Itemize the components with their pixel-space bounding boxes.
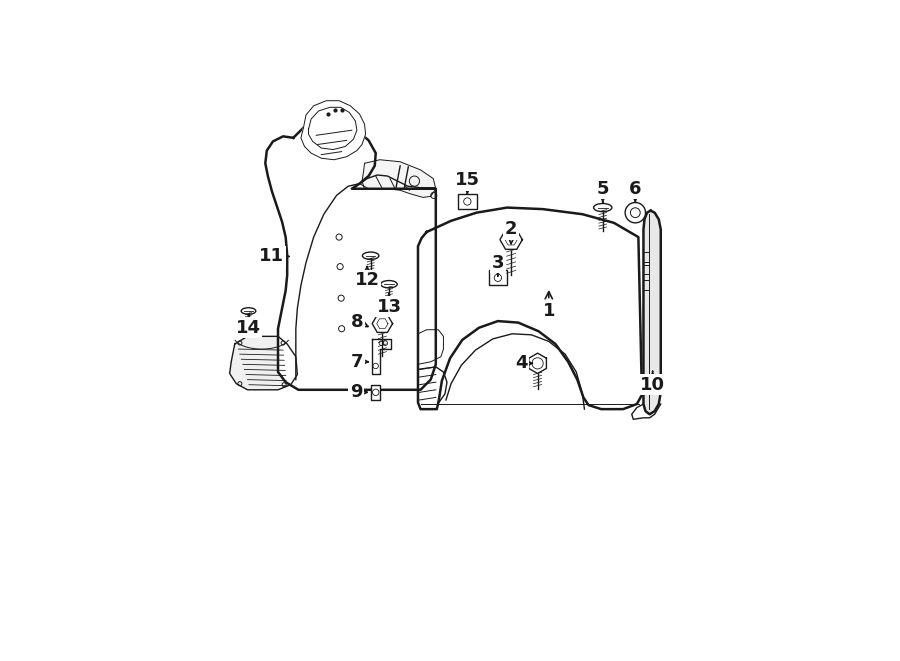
Text: 14: 14 [236, 315, 261, 336]
Text: 13: 13 [376, 293, 401, 316]
Ellipse shape [381, 280, 397, 288]
Polygon shape [529, 353, 546, 373]
Text: 8: 8 [351, 313, 368, 330]
Ellipse shape [594, 204, 612, 212]
Polygon shape [644, 211, 661, 414]
Polygon shape [418, 208, 642, 409]
Text: 2: 2 [505, 221, 518, 243]
FancyBboxPatch shape [458, 194, 476, 209]
Ellipse shape [241, 308, 256, 314]
Polygon shape [230, 336, 297, 390]
Polygon shape [373, 315, 392, 332]
Polygon shape [301, 100, 365, 160]
FancyBboxPatch shape [489, 270, 507, 285]
Polygon shape [266, 120, 436, 390]
Text: 10: 10 [640, 371, 665, 394]
Text: 9: 9 [349, 383, 367, 401]
Bar [371, 385, 381, 400]
Text: 7: 7 [351, 353, 368, 371]
Text: 12: 12 [355, 266, 380, 290]
Circle shape [626, 202, 645, 223]
Text: 6: 6 [629, 180, 642, 202]
Text: 5: 5 [597, 180, 609, 202]
Text: 1: 1 [543, 292, 555, 320]
Text: 11: 11 [259, 247, 289, 266]
Polygon shape [362, 160, 436, 198]
Text: 3: 3 [491, 254, 504, 276]
Text: 15: 15 [454, 171, 480, 194]
Text: 4: 4 [515, 354, 532, 372]
Polygon shape [372, 339, 392, 373]
Polygon shape [500, 230, 522, 249]
Ellipse shape [363, 252, 379, 259]
